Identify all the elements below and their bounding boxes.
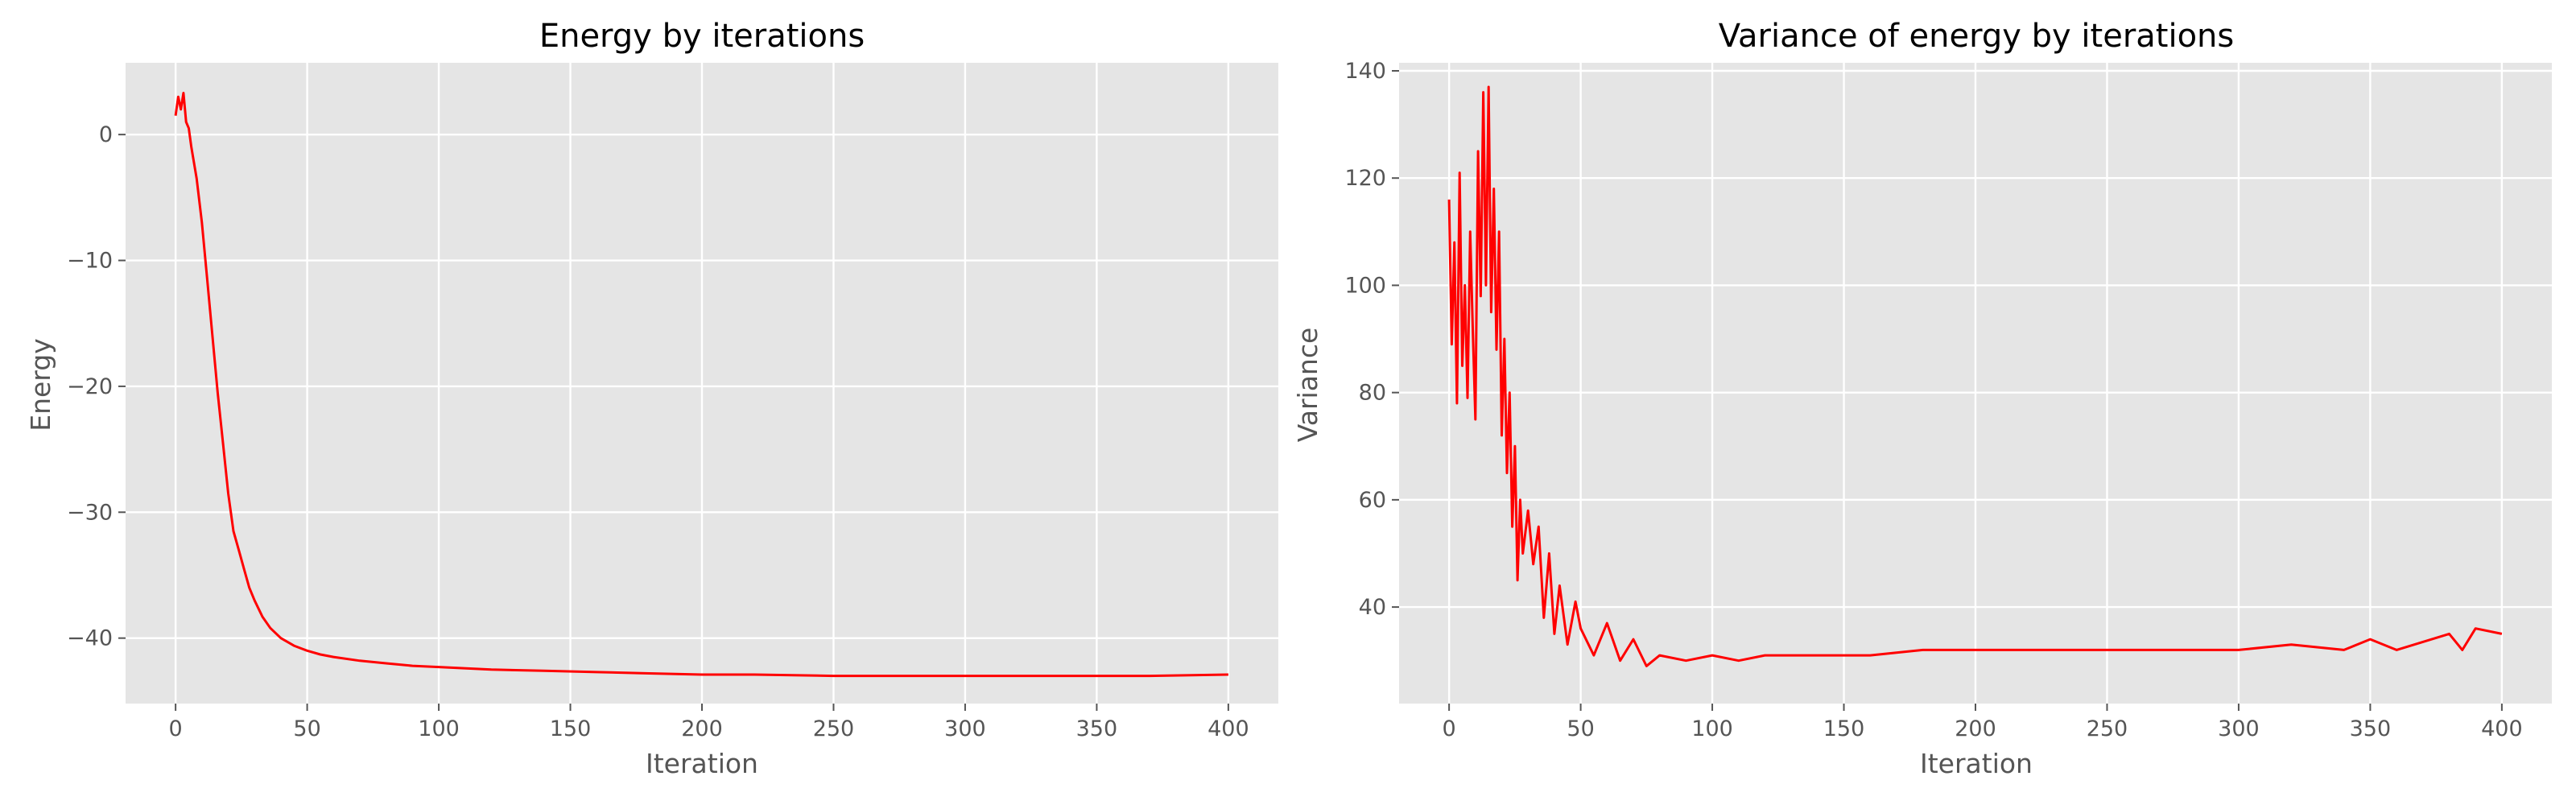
energy-gridlines	[126, 63, 1278, 704]
variance-chart: Variance of energy by iterations 0 50 100 1…	[1292, 18, 2552, 779]
y-tick-label: 0	[99, 122, 113, 147]
y-tick-label: 80	[1359, 381, 1386, 406]
y-tick-label: 60	[1359, 488, 1386, 513]
x-tick-label: 250	[813, 716, 855, 741]
y-tick-label: −30	[67, 500, 113, 525]
variance-y-ticks: 40 60 80 100 120 140	[1344, 59, 1399, 620]
x-tick-label: 100	[1691, 716, 1733, 741]
y-tick-label: 100	[1344, 273, 1386, 298]
x-tick-label: 200	[681, 716, 723, 741]
energy-chart-title: Energy by iterations	[539, 18, 865, 55]
energy-x-ticks: 0 50 100 150 200 250 300 350 400	[169, 704, 1249, 741]
x-tick-label: 50	[293, 716, 320, 741]
x-tick-label: 0	[169, 716, 183, 741]
energy-y-axis-label: Energy	[25, 338, 56, 431]
variance-series-line	[1447, 85, 2503, 667]
variance-y-axis-label: Variance	[1292, 328, 1323, 443]
x-tick-label: 100	[418, 716, 460, 741]
x-tick-label: 150	[550, 716, 592, 741]
energy-x-axis-label: Iteration	[646, 748, 758, 779]
x-tick-label: 350	[1076, 716, 1118, 741]
y-tick-label: 120	[1344, 166, 1386, 191]
x-tick-label: 200	[1955, 716, 1996, 741]
energy-chart: Energy by iterations 0 50 100 150 200 250 300 3…	[25, 18, 1278, 779]
x-tick-label: 400	[1208, 716, 1249, 741]
x-tick-label: 0	[1443, 716, 1456, 741]
y-tick-label: 40	[1359, 595, 1386, 620]
x-tick-label: 350	[2350, 716, 2392, 741]
variance-chart-title: Variance of energy by iterations	[1719, 18, 2234, 55]
variance-gridlines	[1399, 63, 2552, 704]
energy-y-ticks: 0 −10 −20 −30 −40	[67, 122, 126, 651]
x-tick-label: 150	[1823, 716, 1865, 741]
x-tick-label: 250	[2087, 716, 2128, 741]
variance-x-ticks: 0 50 100 150 200 250 300 350 400	[1443, 704, 2523, 741]
y-tick-label: −40	[67, 626, 113, 651]
y-tick-label: 140	[1344, 59, 1386, 84]
y-tick-label: −10	[67, 249, 113, 274]
x-tick-label: 400	[2481, 716, 2523, 741]
x-tick-label: 300	[944, 716, 986, 741]
variance-x-axis-label: Iteration	[1920, 748, 2033, 779]
x-tick-label: 300	[2218, 716, 2260, 741]
energy-series-line	[174, 92, 1228, 678]
x-tick-label: 50	[1567, 716, 1594, 741]
y-tick-label: −20	[67, 374, 113, 399]
